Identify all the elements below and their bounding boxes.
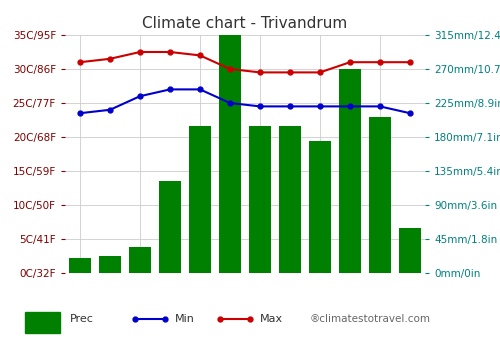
Text: ®climatestotravel.com: ®climatestotravel.com <box>310 314 431 324</box>
Bar <box>99 257 121 273</box>
Bar <box>129 246 151 273</box>
Title: Climate chart - Trivandrum: Climate chart - Trivandrum <box>142 16 348 31</box>
Bar <box>189 126 211 273</box>
Bar <box>159 181 181 273</box>
FancyBboxPatch shape <box>25 312 60 333</box>
Bar <box>339 69 361 273</box>
Bar <box>369 117 391 273</box>
Bar <box>249 126 271 273</box>
Text: Prec: Prec <box>70 314 94 324</box>
Bar <box>279 126 301 273</box>
Bar <box>399 228 421 273</box>
Bar <box>69 258 91 273</box>
Text: Min: Min <box>175 314 195 324</box>
Text: Max: Max <box>260 314 283 324</box>
Bar <box>219 20 241 273</box>
Bar <box>309 141 331 273</box>
